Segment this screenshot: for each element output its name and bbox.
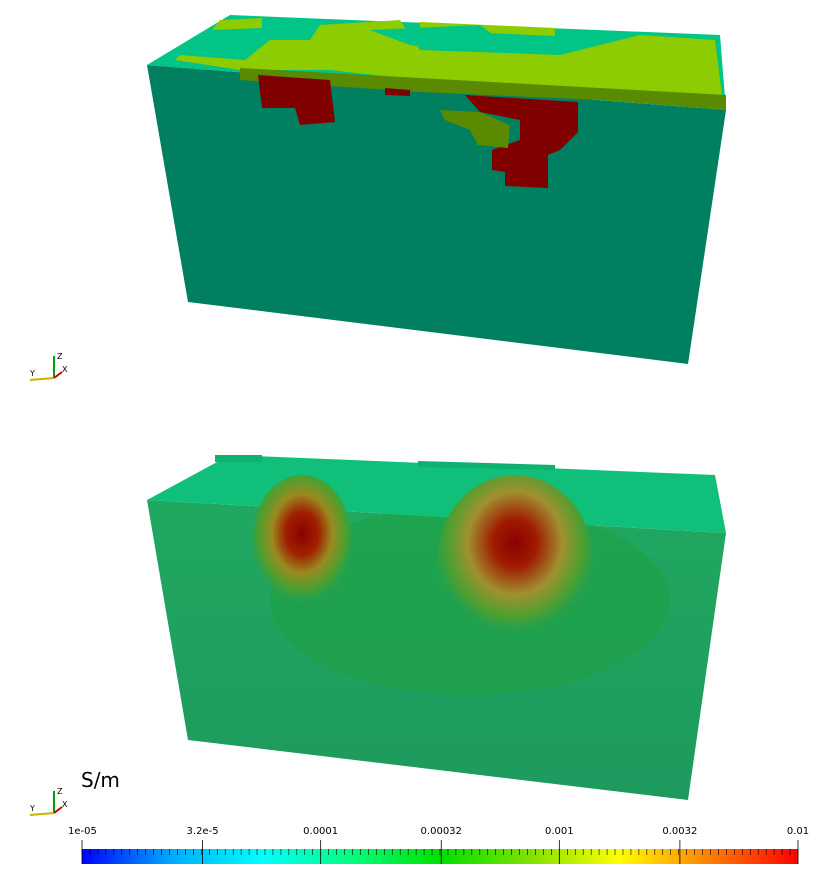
anomaly-small (385, 88, 410, 96)
svg-text:Z: Z (57, 352, 63, 361)
surface-step-1 (215, 455, 262, 462)
surface-layer-1 (175, 20, 722, 95)
svg-text:Z: Z (57, 787, 63, 796)
colorbar-tick-label: 0.0001 (303, 826, 339, 837)
anomaly-right (465, 95, 578, 188)
colorbar-unit-label: S/m (81, 768, 120, 792)
surface-step-2 (418, 461, 555, 470)
colorbar-tick-label: 0.0032 (662, 826, 698, 837)
svg-text:X: X (62, 800, 68, 809)
colorbar: 1e-05 3.2e-5 0.0001 0.00032 0.001 0.0032 0.01 (0, 826, 822, 874)
surface-layer-3 (420, 22, 555, 36)
recovered-model-view[interactable]: Z Y X (0, 440, 822, 820)
true-model-view[interactable]: Z Y X (0, 0, 822, 400)
svg-text:X: X (62, 365, 68, 374)
orientation-triad-bottom: Z Y X (24, 785, 74, 821)
svg-text:Y: Y (29, 369, 35, 378)
surface-teal-patch (370, 25, 500, 50)
anomaly-olive (440, 110, 510, 148)
surface-layer-2 (212, 18, 262, 30)
colorbar-tick-label: 0.00032 (420, 826, 462, 837)
surface-edge-band (240, 68, 726, 110)
svg-text:Y: Y (29, 804, 35, 813)
colorbar-svg (81, 840, 799, 864)
colorbar-tick-label: 1e-05 (68, 826, 97, 837)
block-top-face (147, 455, 726, 533)
colorbar-tick-label: 3.2e-5 (186, 826, 219, 837)
anomaly-right (437, 475, 593, 645)
orientation-triad-top: Z Y X (24, 350, 74, 386)
colorbar-tick-label: 0.001 (545, 826, 574, 837)
block-front-face (147, 65, 726, 364)
anomaly-left (258, 75, 335, 125)
colorbar-tick-label: 0.01 (786, 826, 810, 837)
colorbar-gradient (82, 849, 798, 864)
anomaly-left (252, 475, 352, 605)
